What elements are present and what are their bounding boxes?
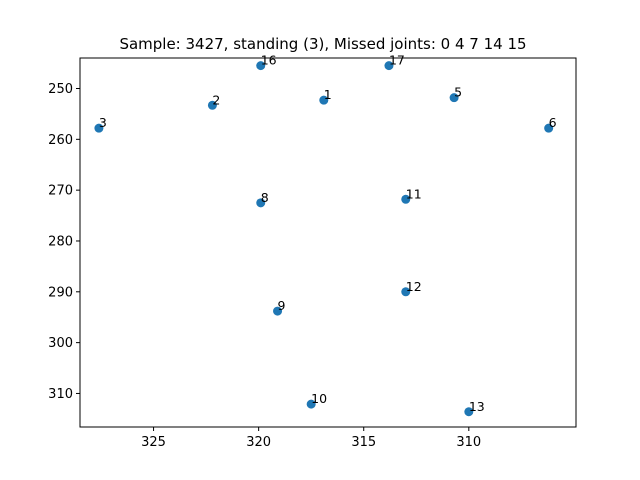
y-tick-label: 310	[48, 387, 73, 402]
point-label: 12	[406, 279, 422, 294]
point-label: 5	[454, 85, 462, 100]
point-label: 1	[324, 87, 332, 102]
y-tick-label: 280	[48, 234, 73, 249]
data-point	[306, 399, 316, 409]
y-tick-label: 290	[48, 285, 73, 300]
point-label: 11	[406, 186, 422, 201]
data-point	[401, 194, 411, 204]
data-point	[256, 198, 266, 208]
data-point	[544, 123, 554, 133]
data-point	[319, 95, 329, 105]
data-point	[256, 61, 266, 71]
point-label: 16	[261, 53, 277, 68]
point-label: 8	[261, 190, 269, 205]
y-tick-label: 250	[48, 82, 73, 97]
y-tick-label: 260	[48, 133, 73, 148]
x-tick-label: 320	[246, 435, 271, 450]
data-point	[464, 407, 474, 417]
x-tick-label: 325	[141, 435, 166, 450]
data-point	[384, 61, 394, 71]
data-point	[207, 100, 217, 110]
x-tick-label: 310	[456, 435, 481, 450]
point-label: 10	[311, 391, 327, 406]
y-tick-label: 270	[48, 184, 73, 199]
point-label: 2	[212, 92, 220, 107]
point-label: 6	[549, 115, 557, 130]
data-point	[449, 93, 459, 103]
y-tick-label: 300	[48, 336, 73, 351]
point-label: 9	[278, 298, 286, 313]
data-point	[94, 123, 104, 133]
plot-frame	[79, 57, 577, 428]
x-tick-label: 315	[351, 435, 376, 450]
point-label: 17	[389, 53, 405, 68]
chart-title: Sample: 3427, standing (3), Missed joint…	[119, 35, 526, 53]
point-label: 13	[469, 399, 485, 414]
data-point	[273, 306, 283, 316]
data-point	[401, 287, 411, 297]
point-label: 3	[99, 115, 107, 130]
